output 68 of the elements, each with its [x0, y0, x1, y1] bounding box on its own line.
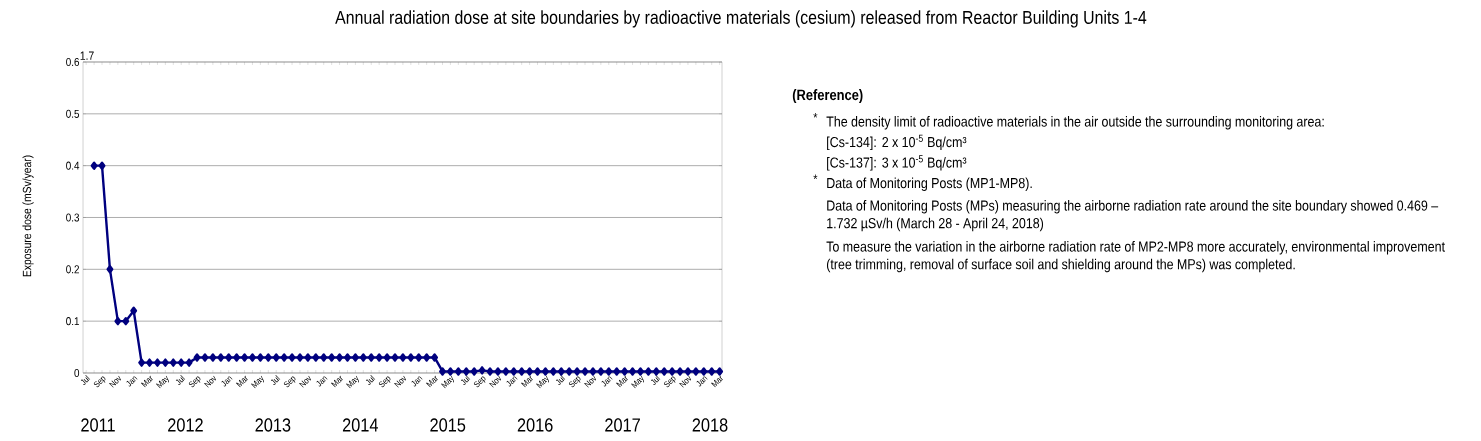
y-tick-label: 0.4	[66, 161, 80, 170]
x-tick-label: Mar	[711, 375, 723, 388]
y-axis-title: Exposure dose (mSv/year)	[22, 155, 34, 277]
x-tick-label: Jan	[601, 376, 613, 387]
x-tick-label: Nov	[204, 375, 216, 388]
y-tick-label: 0	[74, 368, 80, 378]
x-tick-label: Jul	[460, 375, 471, 385]
x-tick-label: Mar	[236, 375, 248, 388]
x-tick-label: Sep	[568, 376, 581, 388]
x-tick-label: Nov	[584, 375, 597, 388]
x-tick-label: Jul	[175, 375, 186, 385]
x-tick-label: Nov	[299, 375, 311, 388]
x-tick-label: Mar	[521, 375, 533, 388]
text: To measure the variation in the airborne radiation rate of MP2-MP8 more accurately, environmental improvement (tree trimming, removal of surface soil and shielding around the MPs) was completed.	[826, 241, 1445, 273]
x-tick-label: Mar	[616, 375, 628, 388]
x-tick-label: Mar	[426, 375, 438, 388]
text: (Reference)	[792, 89, 863, 104]
x-tick-label: Mar	[331, 375, 343, 388]
x-tick-label: May	[251, 375, 264, 389]
x-tick-label: Sep	[663, 376, 676, 388]
x-tick-label: Jan	[696, 376, 708, 387]
x-tick-label: Nov	[394, 375, 406, 388]
x-tick-label: Jul	[650, 375, 661, 385]
text: 2014	[342, 418, 378, 432]
x-tick-label: Nov	[109, 375, 121, 388]
x-tick-label: Jan	[316, 376, 328, 387]
text: 2018	[692, 418, 728, 432]
y-tick-label: 0.3	[66, 213, 80, 222]
text: [Cs-134]: 2 x 10$^{-5}$ Bq/cm³	[827, 134, 967, 151]
x-tick-label: May	[346, 375, 359, 389]
text: *	[813, 174, 818, 180]
x-tick-label: May	[156, 375, 169, 389]
x-tick-label: Jul	[555, 375, 566, 385]
x-tick-label: Jan	[126, 376, 138, 387]
text: The density limit of radioactive materials in the air outside the surrounding monitoring area:	[826, 116, 1324, 130]
y-tick-label: 0.5	[66, 109, 80, 118]
x-tick-label: May	[536, 375, 550, 389]
x-tick-label: Jan	[221, 376, 233, 387]
text: Data of Monitoring Posts (MP1-MP8).	[827, 177, 1032, 192]
x-tick-label: Jul	[80, 375, 91, 385]
x-tick-label: Nov	[679, 375, 692, 388]
text: 2012	[168, 418, 203, 432]
text: 1.7	[80, 51, 94, 60]
x-tick-label: May	[631, 375, 645, 389]
text: 2015	[430, 418, 466, 432]
text: *	[813, 113, 818, 118]
text: [Cs-137]: 3 x 10$^{-5}$ Bq/cm³	[827, 155, 967, 171]
x-tick-label: Nov	[489, 375, 502, 388]
y-tick-label: 0.1	[66, 317, 79, 326]
y-tick-label: 0.6	[66, 57, 80, 67]
x-tick-label: Sep	[283, 376, 296, 388]
x-tick-label: Sep	[473, 376, 486, 388]
x-tick-label: Sep	[378, 376, 391, 388]
x-tick-label: Sep	[188, 376, 201, 388]
text: 2011	[81, 418, 115, 432]
text: 2017	[605, 418, 640, 432]
x-tick-label: Sep	[93, 376, 106, 388]
chart-title: Annual radiation dose at site boundaries by radioactive materials (cesium) released from Reactor Building Units 1-4	[335, 10, 1147, 28]
text: Data of Monitoring Posts (MPs) measuring the airborne radiation rate around the site boundary showed 0.469 – 1.732 µSv/h (March 28 - April 24, 2018)	[827, 200, 1439, 232]
y-tick-label: 0.2	[66, 265, 79, 274]
x-tick-label: May	[441, 375, 454, 389]
text: 2016	[517, 418, 553, 432]
x-tick-label: Jan	[506, 376, 518, 387]
x-tick-label: Jul	[365, 375, 376, 385]
x-tick-label: Jul	[270, 375, 281, 385]
x-tick-label: Mar	[141, 375, 153, 388]
text: 2013	[255, 418, 291, 432]
x-tick-label: Jan	[411, 376, 423, 387]
